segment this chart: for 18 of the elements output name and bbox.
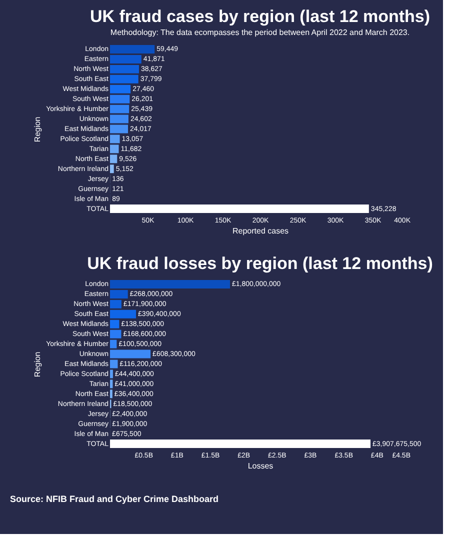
- bar: [110, 440, 371, 448]
- bar: [110, 280, 230, 288]
- y-axis-title: Region: [33, 116, 42, 142]
- x-axis-title: Reported cases: [232, 226, 289, 236]
- chart-subtitle: Methodology: The data ecompasses the period between April 2022 and March 2023.: [110, 28, 410, 37]
- bar: [110, 134, 120, 144]
- bar: [110, 164, 114, 174]
- chart-title: UK fraud losses by region (last 12 months): [87, 254, 433, 273]
- bar: [110, 144, 119, 154]
- bar: [110, 370, 113, 378]
- x-axis-title: Losses: [248, 462, 274, 470]
- chart-title: UK fraud cases by region (last 12 months): [90, 7, 430, 26]
- bar: [110, 44, 155, 54]
- bar: [110, 380, 113, 388]
- bar: [110, 154, 118, 164]
- bar: [110, 204, 369, 214]
- source-note: Source: NFIB Fraud and Cyber Crime Dashboard: [10, 494, 219, 504]
- y-axis-title: Region: [33, 352, 42, 378]
